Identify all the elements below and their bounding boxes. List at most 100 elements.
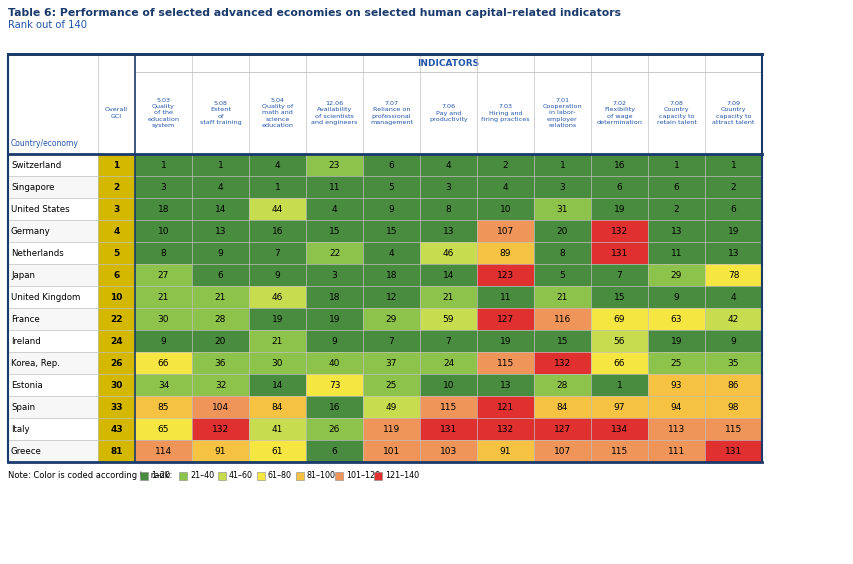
Bar <box>590 418 647 440</box>
Text: 6: 6 <box>218 271 223 280</box>
Bar <box>192 330 249 352</box>
Bar <box>420 286 477 308</box>
Text: 2: 2 <box>730 183 735 192</box>
Bar <box>477 308 533 330</box>
Text: 6: 6 <box>331 447 337 456</box>
Bar <box>420 440 477 462</box>
Text: 9: 9 <box>275 271 280 280</box>
Text: 49: 49 <box>386 403 397 412</box>
Bar <box>705 352 761 374</box>
Bar <box>98 264 135 286</box>
Text: 7.09
Country
capacity to
attract talent: 7.09 Country capacity to attract talent <box>711 101 754 125</box>
Bar <box>363 242 420 264</box>
Text: 5.08
Extent
of
staff training: 5.08 Extent of staff training <box>200 101 241 125</box>
Text: 4: 4 <box>502 183 508 192</box>
Bar <box>477 242 533 264</box>
Text: 14: 14 <box>443 271 454 280</box>
Bar <box>477 154 533 176</box>
Bar <box>647 352 705 374</box>
Bar <box>8 352 761 374</box>
Text: 28: 28 <box>556 381 567 390</box>
Bar <box>8 308 761 330</box>
Text: 69: 69 <box>613 315 624 324</box>
Text: 1: 1 <box>218 161 223 170</box>
Text: 123: 123 <box>496 271 514 280</box>
Bar <box>533 198 590 220</box>
Bar <box>647 308 705 330</box>
Bar <box>140 472 148 480</box>
Bar <box>305 418 363 440</box>
Text: 37: 37 <box>386 359 397 368</box>
Bar <box>192 286 249 308</box>
Bar <box>705 154 761 176</box>
Bar <box>305 396 363 418</box>
Bar <box>135 242 192 264</box>
Text: 23: 23 <box>328 161 339 170</box>
Text: 73: 73 <box>328 381 339 390</box>
Text: 2: 2 <box>502 161 508 170</box>
Text: 11: 11 <box>499 293 511 302</box>
Bar <box>647 242 705 264</box>
Text: 20: 20 <box>556 227 567 236</box>
Text: 2: 2 <box>113 183 119 192</box>
Bar <box>705 330 761 352</box>
Bar <box>249 330 305 352</box>
Bar <box>192 440 249 462</box>
Text: 15: 15 <box>386 227 397 236</box>
Text: 63: 63 <box>670 315 682 324</box>
Bar <box>135 154 192 176</box>
Text: 18: 18 <box>386 271 397 280</box>
Text: 10: 10 <box>442 381 454 390</box>
Bar <box>705 396 761 418</box>
Text: 19: 19 <box>271 315 283 324</box>
Text: 30: 30 <box>158 315 169 324</box>
Text: 9: 9 <box>388 205 394 214</box>
Bar <box>533 352 590 374</box>
Bar <box>249 154 305 176</box>
Bar <box>305 198 363 220</box>
Text: 41: 41 <box>271 425 283 434</box>
Text: 107: 107 <box>496 227 514 236</box>
Text: Singapore: Singapore <box>11 183 55 192</box>
Bar <box>420 352 477 374</box>
Text: 27: 27 <box>158 271 169 280</box>
Text: 15: 15 <box>328 227 339 236</box>
Text: Japan: Japan <box>11 271 35 280</box>
Text: 46: 46 <box>443 249 454 258</box>
Bar <box>8 154 761 176</box>
Text: France: France <box>11 315 40 324</box>
Bar <box>135 374 192 396</box>
Text: Netherlands: Netherlands <box>11 249 64 258</box>
Bar <box>590 286 647 308</box>
Bar <box>8 440 761 462</box>
Text: 16: 16 <box>613 161 624 170</box>
Text: 7.08
Country
capacity to
retain talent: 7.08 Country capacity to retain talent <box>656 101 696 125</box>
Bar <box>590 220 647 242</box>
Text: 19: 19 <box>328 315 339 324</box>
Bar <box>420 308 477 330</box>
Text: 4: 4 <box>445 161 450 170</box>
Text: 9: 9 <box>218 249 223 258</box>
Bar <box>420 374 477 396</box>
Bar <box>98 220 135 242</box>
Bar <box>98 418 135 440</box>
Text: 97: 97 <box>613 403 624 412</box>
Text: 21: 21 <box>556 293 567 302</box>
Text: 8: 8 <box>160 249 166 258</box>
Bar <box>420 176 477 198</box>
Bar <box>305 308 363 330</box>
Bar <box>98 330 135 352</box>
Text: 19: 19 <box>499 337 511 346</box>
Bar <box>647 154 705 176</box>
Bar <box>135 440 192 462</box>
Text: 32: 32 <box>215 381 226 390</box>
Text: 65: 65 <box>158 425 169 434</box>
Bar <box>249 176 305 198</box>
Bar <box>8 418 761 440</box>
Bar <box>374 472 381 480</box>
Bar <box>334 472 343 480</box>
Text: 21: 21 <box>158 293 169 302</box>
Text: 113: 113 <box>667 425 684 434</box>
Bar <box>305 154 363 176</box>
Bar <box>477 286 533 308</box>
